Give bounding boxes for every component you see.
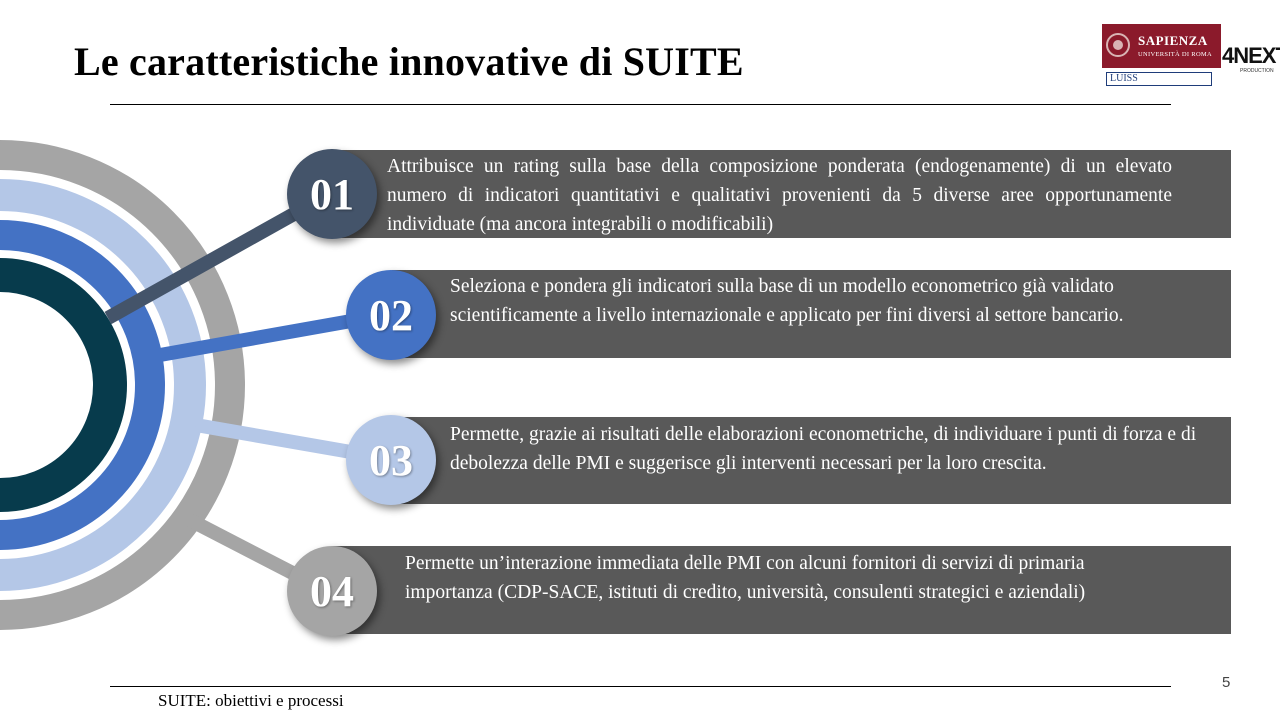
item-01-number-badge: 01 bbox=[287, 149, 377, 239]
sapienza-luiss-logo: SAPIENZA UNIVERSITÀ DI ROMA LUISS bbox=[1102, 24, 1221, 88]
sapienza-name: SAPIENZA bbox=[1138, 33, 1208, 48]
outer-ring-gray bbox=[0, 140, 245, 630]
item-02-text: Seleziona e pondera gli indicatori sulla… bbox=[450, 276, 1124, 326]
sapienza-subtitle: UNIVERSITÀ DI ROMA bbox=[1138, 51, 1213, 58]
footer-divider bbox=[110, 686, 1171, 687]
ring-dark-teal bbox=[0, 258, 127, 512]
title-divider bbox=[110, 104, 1171, 105]
sapienza-logo-block: SAPIENZA UNIVERSITÀ DI ROMA bbox=[1102, 24, 1221, 68]
next-logo-subtitle: PRODUCTION bbox=[1240, 68, 1274, 74]
luiss-logo: LUISS bbox=[1106, 72, 1212, 86]
item-02-box: Seleziona e pondera gli indicatori sulla… bbox=[392, 270, 1231, 358]
item-01-box: Attribuisce un rating sulla base della c… bbox=[332, 150, 1231, 238]
item-02-number-badge: 02 bbox=[346, 270, 436, 360]
item-03-text: Permette, grazie ai risultati delle elab… bbox=[450, 424, 1197, 474]
item-03-number-badge: 03 bbox=[346, 415, 436, 505]
connector-01 bbox=[104, 198, 314, 325]
sapienza-seal-icon bbox=[1106, 33, 1130, 57]
footer-text: SUITE: obiettivi e processi bbox=[158, 691, 344, 710]
item-04-number-badge: 04 bbox=[287, 546, 377, 636]
item-04-box: Permette un’interazione immediata delle … bbox=[332, 546, 1231, 634]
page-number: 5 bbox=[1222, 674, 1231, 691]
connector-02 bbox=[158, 311, 370, 362]
item-04-text: Permette un’interazione immediata delle … bbox=[405, 553, 1086, 603]
connector-03 bbox=[194, 418, 370, 462]
ring-blue bbox=[0, 220, 165, 550]
item-01-text: Attribuisce un rating sulla base della c… bbox=[387, 156, 1172, 235]
item-03-box: Permette, grazie ai risultati delle elab… bbox=[392, 417, 1231, 504]
slide-title: Le caratteristiche innovative di SUITE bbox=[74, 39, 744, 84]
ring-light-blue bbox=[0, 179, 206, 591]
